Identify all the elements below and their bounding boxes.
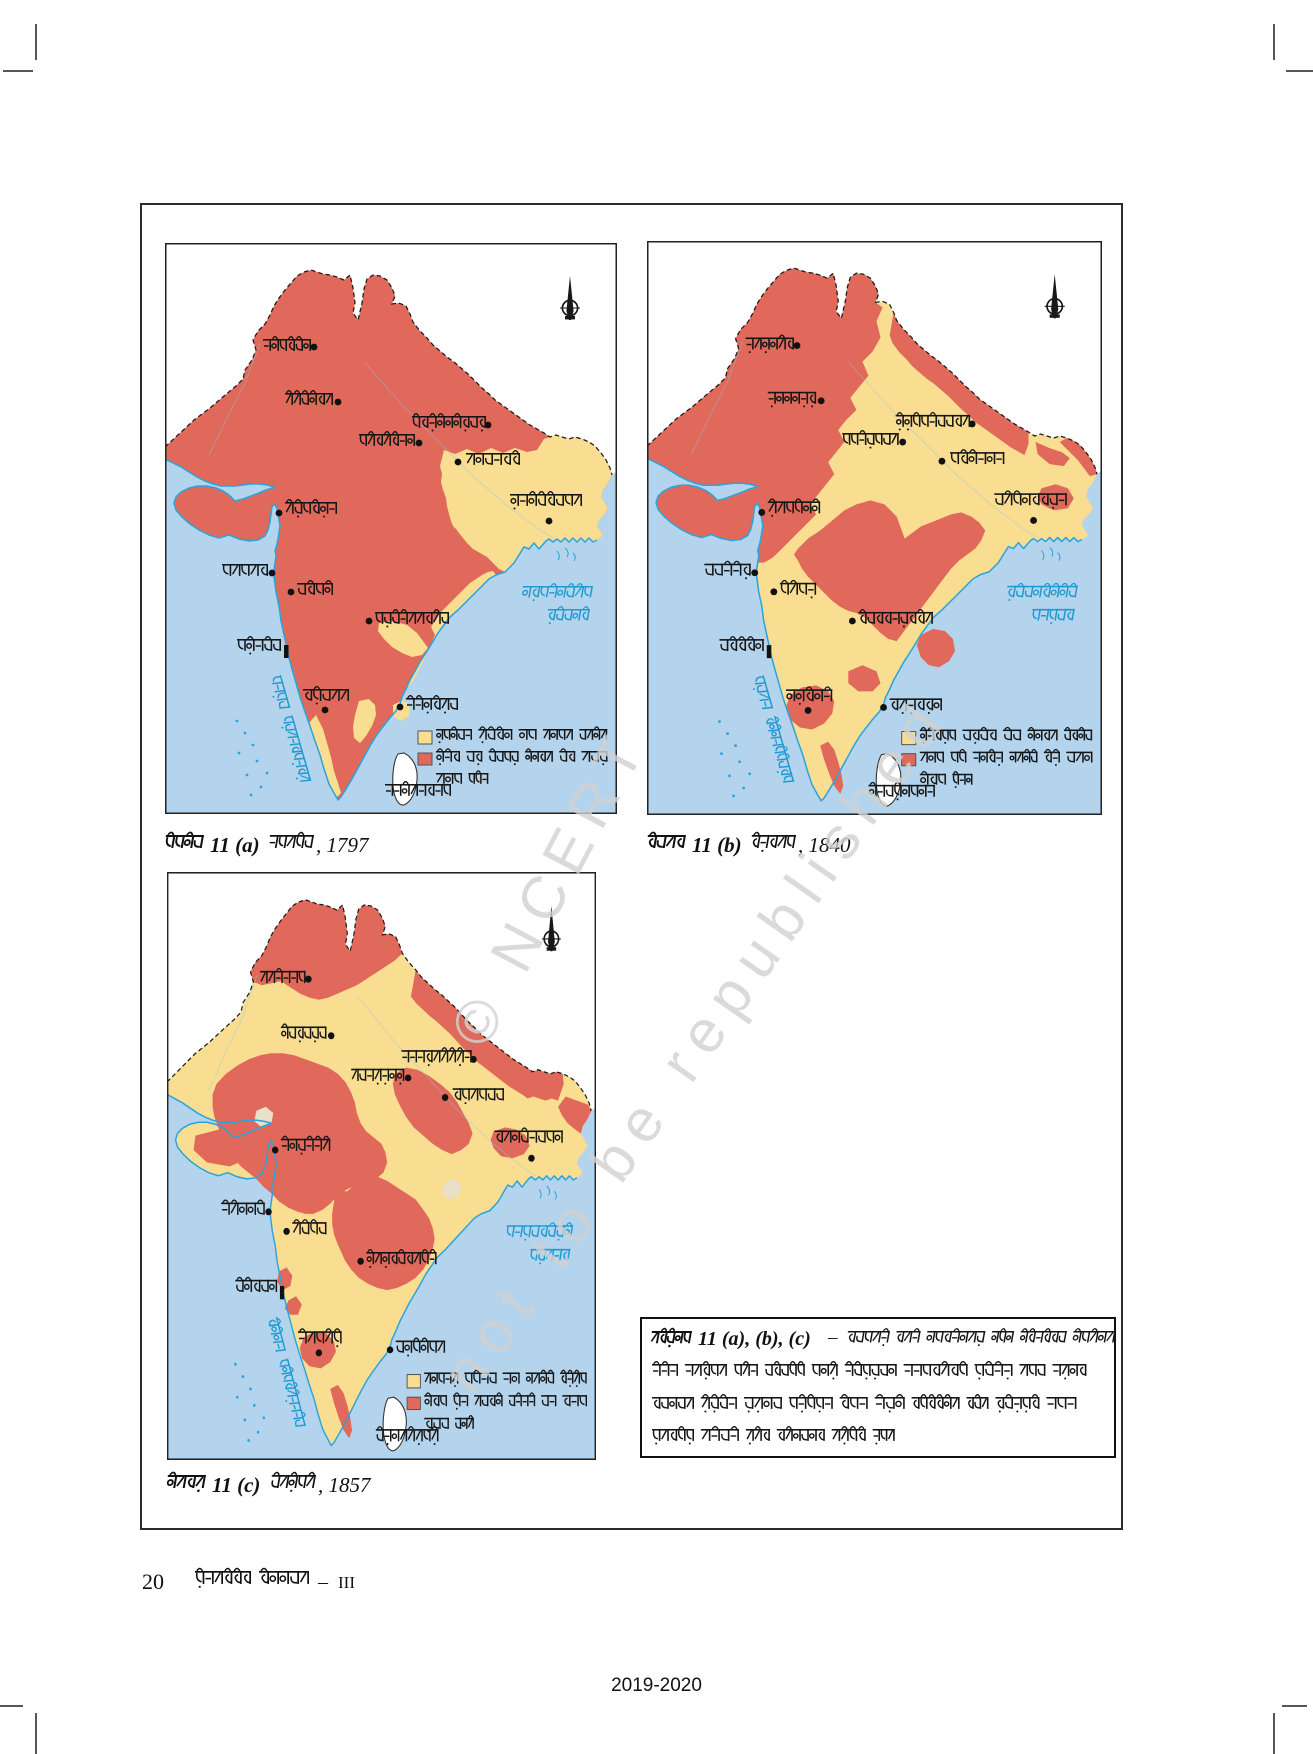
svg-text:–: – [827,1327,838,1348]
svg-text:, 1857: , 1857 [318,1473,372,1497]
svg-text:11 (a): 11 (a) [210,833,260,857]
svg-text:, 1797: , 1797 [316,833,370,857]
svg-text:11 (a), (b), (c): 11 (a), (b), (c) [698,1328,811,1350]
svg-text:11 (c): 11 (c) [212,1473,260,1497]
svg-text:20: 20 [142,1569,164,1594]
svg-text:, 1840: , 1840 [798,833,851,857]
svg-text:11 (b): 11 (b) [692,833,742,857]
svg-text:–: – [317,1571,329,1593]
svg-text:III: III [338,1573,355,1592]
